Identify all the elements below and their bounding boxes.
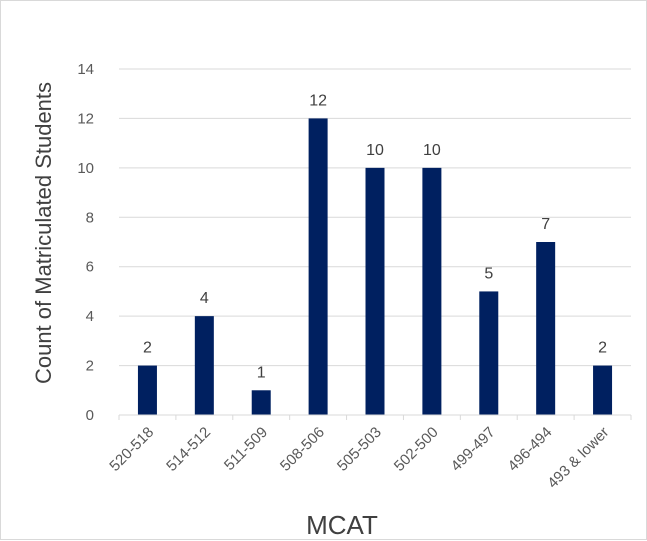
- data-label: 10: [423, 142, 441, 159]
- data-label: 1: [257, 364, 266, 381]
- bar: [593, 365, 613, 415]
- data-label: 7: [541, 216, 550, 233]
- x-tick-label: 511-509: [221, 424, 271, 474]
- x-tick-label: 502-500: [391, 424, 442, 475]
- x-tick-label: 505-503: [334, 424, 385, 475]
- x-tick-label: 499-497: [448, 424, 499, 475]
- bar: [479, 291, 499, 415]
- bar: [194, 316, 214, 415]
- data-label: 5: [484, 265, 493, 282]
- x-tick-label: 496-494: [505, 424, 556, 475]
- bar: [308, 118, 328, 415]
- y-tick-label: 10: [77, 160, 94, 177]
- x-tick-label: 520-518: [106, 424, 157, 475]
- y-tick-label: 6: [86, 259, 94, 276]
- y-tick-label: 2: [86, 358, 94, 375]
- data-label: 12: [309, 92, 327, 109]
- bar: [422, 167, 442, 415]
- y-tick-label: 14: [77, 61, 94, 78]
- x-axis-title: MCAT: [306, 510, 378, 540]
- y-tick-label: 4: [86, 308, 94, 325]
- x-tick-label: 508-506: [277, 424, 328, 475]
- x-axis-ticks: 520-518 514-512 511-509 508-506 505-503 502-5…: [106, 415, 632, 492]
- y-tick-label: 8: [86, 209, 94, 226]
- data-label: 2: [598, 340, 607, 357]
- bar: [536, 242, 556, 415]
- x-tick-label: 493 & lower: [544, 424, 612, 492]
- bar: [137, 365, 157, 415]
- bar: [365, 167, 385, 415]
- data-labels: 2 4 1 12 10 10 5 7 2: [143, 92, 607, 381]
- data-label: 10: [366, 142, 384, 159]
- y-tick-label: 12: [77, 110, 94, 127]
- x-tick-label: 514-512: [163, 424, 214, 475]
- y-tick-label: 0: [86, 407, 94, 424]
- data-label: 2: [143, 340, 152, 357]
- y-axis-ticks: 0 2 4 6 8 10 12 14: [77, 61, 94, 424]
- data-label: 4: [200, 290, 209, 307]
- bar: [251, 390, 271, 415]
- bars: [137, 118, 613, 415]
- y-axis-title: Count of Matriculated Students: [31, 82, 56, 384]
